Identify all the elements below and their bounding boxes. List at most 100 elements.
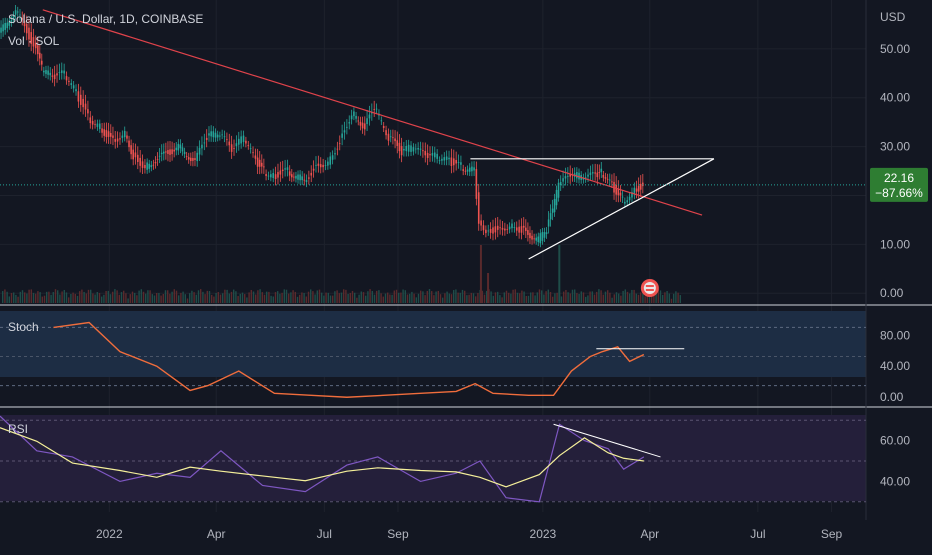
candles [0, 5, 643, 247]
candle-body [0, 28, 2, 33]
volume-bar [622, 291, 623, 303]
volume-spike [558, 245, 560, 303]
volume-bar [605, 292, 606, 303]
candle-body [642, 183, 644, 186]
volume-bars [2, 245, 681, 303]
candle-body [49, 73, 51, 75]
candle-body [291, 174, 293, 177]
volume-bar [244, 294, 245, 303]
volume-bar [440, 294, 441, 303]
volume-bar [88, 290, 89, 303]
volume-bar [510, 294, 511, 303]
volume-bar [367, 291, 368, 303]
volume-bar [112, 292, 113, 303]
volume-bar [292, 290, 293, 303]
volume-bar [138, 291, 139, 303]
candle-body [204, 143, 206, 144]
volume-bar [103, 295, 104, 303]
candle-body [199, 148, 201, 155]
last-price-value: 22.16 [884, 171, 914, 185]
volume-bar [134, 293, 135, 303]
candle-body [339, 143, 341, 144]
volume-bar [301, 292, 302, 303]
volume-bar [583, 292, 584, 303]
candle-body [348, 122, 350, 123]
volume-bar [332, 296, 333, 303]
volume-bar [312, 291, 313, 303]
volume-bar [191, 291, 192, 303]
volume-bar [281, 293, 282, 303]
volume-bar [171, 292, 172, 303]
volume-bar [475, 296, 476, 303]
volume-bar [530, 292, 531, 303]
candle-body [434, 153, 436, 158]
candle-body [605, 177, 607, 179]
candle-body [243, 136, 245, 142]
volume-bar [607, 290, 608, 303]
candle-body [146, 162, 148, 169]
candle-body [272, 173, 274, 178]
candle-body [139, 158, 141, 166]
volume-bar [455, 289, 456, 303]
candle-body [208, 133, 210, 135]
candle-body [537, 237, 539, 243]
candle-body [119, 138, 121, 139]
volume-bar [673, 294, 674, 303]
volume-bar [600, 290, 601, 303]
volume-bar [548, 290, 549, 303]
candle-body [364, 123, 366, 129]
volume-bar [539, 289, 540, 303]
candle-body [89, 117, 91, 123]
volume-bar [407, 294, 408, 303]
candle-body [41, 61, 43, 65]
candle-body [341, 133, 343, 137]
candle-body [401, 146, 403, 155]
candle-body [190, 158, 192, 161]
candle-body [68, 81, 70, 82]
candle-body [597, 173, 599, 177]
candle-body [219, 136, 221, 137]
volume-bar [378, 290, 379, 303]
volume-bar [165, 290, 166, 303]
volume-bar [277, 291, 278, 303]
candle-body [396, 140, 398, 146]
candle-body [624, 202, 626, 204]
candle-body [259, 160, 261, 167]
stoch-label: Stoch [8, 320, 39, 334]
candle-body [458, 162, 460, 163]
volume-bar [207, 291, 208, 303]
candle-body [226, 139, 228, 140]
trendline [43, 10, 702, 215]
volume-bar [13, 292, 14, 303]
candle-body [611, 181, 613, 182]
candle-body [417, 148, 419, 150]
volume-bar [521, 291, 522, 303]
candle-body [106, 130, 108, 137]
candle-body [369, 115, 371, 119]
price-tick: 40.00 [880, 91, 910, 105]
chart-canvas[interactable]: USD50.0040.0030.0020.0010.000.0080.0040.… [0, 0, 932, 550]
volume-bar [290, 292, 291, 303]
volume-bar [149, 290, 150, 303]
volume-bar [9, 296, 10, 303]
volume-bar [125, 293, 126, 303]
candle-body [126, 136, 128, 139]
price-axis: USD50.0040.0030.0020.0010.000.0080.0040.… [880, 10, 910, 488]
volume-bar [532, 292, 533, 303]
volume-bar [675, 291, 676, 303]
volume-bar [116, 290, 117, 303]
candle-body [504, 229, 506, 231]
volume-bar [596, 292, 597, 303]
candle-body [492, 227, 494, 233]
volume-bar [528, 296, 529, 303]
candle-body [169, 149, 171, 154]
volume-bar [400, 293, 401, 303]
volume-bar [66, 292, 67, 303]
volume-bar [422, 291, 423, 303]
candle-body [238, 139, 240, 145]
volume-bar [235, 291, 236, 303]
candle-body [533, 238, 535, 239]
volume-bar [413, 294, 414, 303]
volume-bar [77, 296, 78, 303]
candle-body [284, 168, 286, 169]
